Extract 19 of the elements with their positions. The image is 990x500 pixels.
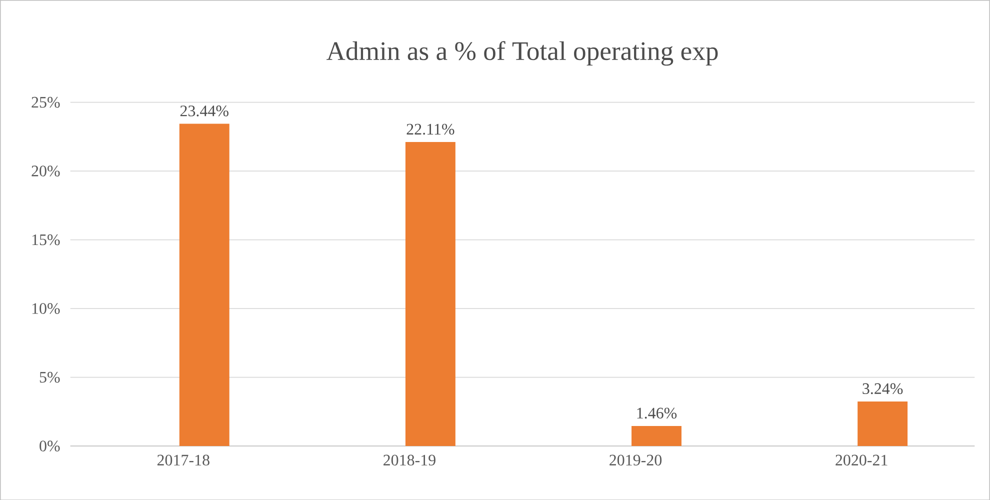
y-tick-label: 20%	[32, 165, 60, 176]
y-tick-label: 5%	[40, 372, 60, 383]
data-label: 23.44%	[180, 105, 228, 116]
x-tick-label: 2017-18	[157, 454, 210, 466]
y-tick-label: 25%	[32, 96, 60, 108]
data-label: 22.11%	[406, 124, 454, 134]
x-tick-label: 2020-21	[836, 454, 888, 466]
bar	[632, 426, 682, 446]
bar	[179, 124, 230, 446]
data-label: 1.46%	[637, 408, 677, 418]
x-tick-label: 2018-19	[384, 454, 436, 466]
bar	[405, 142, 456, 446]
bar	[858, 401, 908, 446]
y-tick-label: 15%	[32, 234, 60, 246]
y-tick-label: 0%	[40, 440, 60, 452]
chart-title: Admin as a % of Total operating exp	[326, 40, 718, 66]
data-label: 3.24%	[862, 383, 903, 394]
y-tick-label: 10%	[32, 302, 60, 314]
x-tick-label: 2019-20	[610, 454, 662, 466]
